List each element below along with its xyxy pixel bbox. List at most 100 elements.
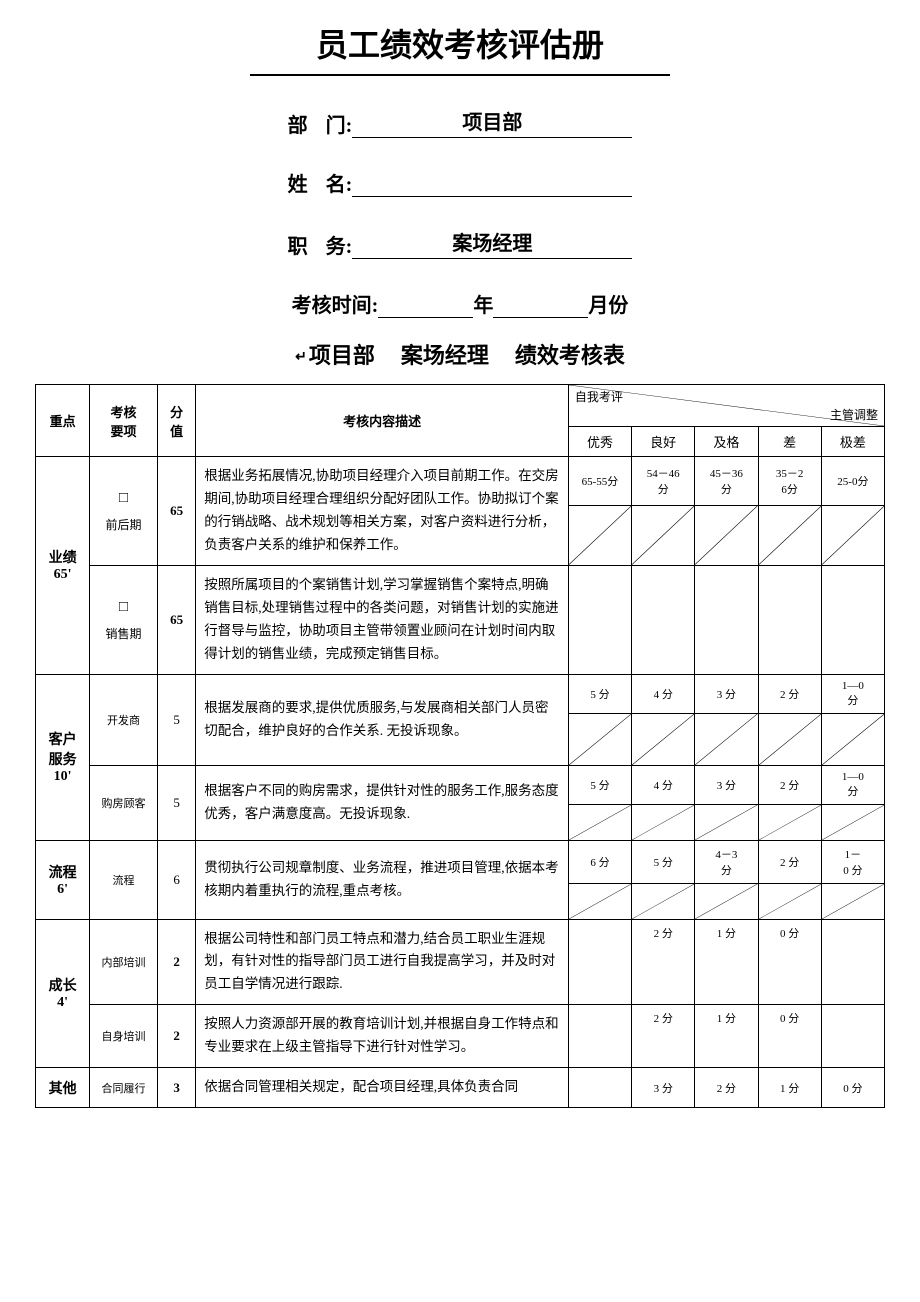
sp-1-0-2[interactable] bbox=[695, 713, 758, 765]
score-2-0: 6 bbox=[157, 840, 195, 919]
g-2-0-2: 4－3 分 bbox=[695, 840, 758, 883]
item-1-1: 购房顾客 bbox=[90, 765, 158, 840]
sp-2-0-4[interactable] bbox=[821, 883, 884, 919]
focus-2: 流程 6' bbox=[36, 840, 90, 919]
g-4-0-2: 2 分 bbox=[695, 1068, 758, 1108]
g-2-0-0: 6 分 bbox=[568, 840, 631, 883]
position-label-1: 职 bbox=[288, 230, 326, 259]
g-0-1-4[interactable] bbox=[821, 565, 884, 674]
item-1-0: 开发商 bbox=[90, 674, 158, 765]
time-label: 考核时间: bbox=[292, 289, 379, 318]
focus-1: 客户 服务 10' bbox=[36, 674, 90, 840]
sp-1-0-1[interactable] bbox=[632, 713, 695, 765]
g-3-1-0[interactable] bbox=[568, 1005, 631, 1068]
sp-0-0-4[interactable] bbox=[821, 506, 884, 566]
hdr-focus: 重点 bbox=[36, 385, 90, 457]
dept-value[interactable]: 项目部 bbox=[352, 106, 632, 138]
desc-0-0: 根据业务拓展情况,协助项目经理介入项目前期工作。在交房期间,协助项目经理合理组织… bbox=[196, 457, 569, 566]
g-4-0-0[interactable] bbox=[568, 1068, 631, 1108]
sp-1-0-4[interactable] bbox=[821, 713, 884, 765]
g-0-0-1: 54－46 分 bbox=[632, 457, 695, 506]
item-0-1: □ 销售期 bbox=[90, 565, 158, 674]
sp-1-1-2[interactable] bbox=[695, 804, 758, 840]
sp-2-0-0[interactable] bbox=[568, 883, 631, 919]
g-3-0-4[interactable] bbox=[821, 919, 884, 1005]
g-1-1-3: 2 分 bbox=[758, 765, 821, 804]
check-0-1[interactable]: □ bbox=[96, 594, 151, 621]
sp-1-1-4[interactable] bbox=[821, 804, 884, 840]
year-unit: 年 bbox=[473, 289, 493, 318]
subtitle-p2: 案场经理 bbox=[401, 343, 489, 368]
g-1-1-2: 3 分 bbox=[695, 765, 758, 804]
sp-1-1-0[interactable] bbox=[568, 804, 631, 840]
sp-0-0-0[interactable] bbox=[568, 506, 631, 566]
sp-0-0-3[interactable] bbox=[758, 506, 821, 566]
dept-label-1: 部 bbox=[288, 109, 326, 138]
g-2-0-3: 2 分 bbox=[758, 840, 821, 883]
g-3-1-2: 1 分 bbox=[695, 1005, 758, 1068]
item-3-0: 内部培训 bbox=[90, 919, 158, 1005]
score-4-0: 3 bbox=[157, 1068, 195, 1108]
g-3-0-0[interactable] bbox=[568, 919, 631, 1005]
evaluation-table: 重点 考核 要项 分 值 考核内容描述 自我考评 主管调整 优秀 良好 及格 差… bbox=[35, 384, 885, 1108]
g-3-1-3: 0 分 bbox=[758, 1005, 821, 1068]
g-4-0-1: 3 分 bbox=[632, 1068, 695, 1108]
item-2-0: 流程 bbox=[90, 840, 158, 919]
position-value[interactable]: 案场经理 bbox=[352, 227, 632, 259]
sp-1-0-3[interactable] bbox=[758, 713, 821, 765]
sp-1-1-3[interactable] bbox=[758, 804, 821, 840]
hdr-score: 分 值 bbox=[157, 385, 195, 457]
name-label-2: 名: bbox=[326, 168, 353, 197]
sp-0-0-1[interactable] bbox=[632, 506, 695, 566]
score-3-0: 2 bbox=[157, 919, 195, 1005]
sp-1-1-1[interactable] bbox=[632, 804, 695, 840]
focus-4: 其他 bbox=[36, 1068, 90, 1108]
check-0-0[interactable]: □ bbox=[96, 485, 151, 512]
sp-1-0-0[interactable] bbox=[568, 713, 631, 765]
g-3-0-2: 1 分 bbox=[695, 919, 758, 1005]
g-4-0-4: 0 分 bbox=[821, 1068, 884, 1108]
g-3-1-4[interactable] bbox=[821, 1005, 884, 1068]
score-1-0: 5 bbox=[157, 674, 195, 765]
g-0-0-2: 45－36 分 bbox=[695, 457, 758, 506]
sp-0-0-2[interactable] bbox=[695, 506, 758, 566]
position-label-2: 务: bbox=[326, 230, 353, 259]
hdr-supervisor: 主管调整 bbox=[830, 406, 878, 423]
g-3-1-1: 2 分 bbox=[632, 1005, 695, 1068]
year-value[interactable] bbox=[378, 315, 473, 318]
item-4-0: 合同履行 bbox=[90, 1068, 158, 1108]
hdr-item: 考核 要项 bbox=[90, 385, 158, 457]
item-label-0-1: 销售期 bbox=[106, 627, 142, 641]
g-2-0-1: 5 分 bbox=[632, 840, 695, 883]
g-2-0-4: 1－ 0 分 bbox=[821, 840, 884, 883]
name-value[interactable] bbox=[352, 194, 632, 197]
score-1-1: 5 bbox=[157, 765, 195, 840]
g-3-0-1: 2 分 bbox=[632, 919, 695, 1005]
item-label-0-0: 前后期 bbox=[106, 518, 142, 532]
g-4-0-3: 1 分 bbox=[758, 1068, 821, 1108]
g-3-0-3: 0 分 bbox=[758, 919, 821, 1005]
time-row: 考核时间: 年 月份 bbox=[35, 289, 885, 318]
sp-2-0-2[interactable] bbox=[695, 883, 758, 919]
g-0-1-3[interactable] bbox=[758, 565, 821, 674]
g-0-1-1[interactable] bbox=[632, 565, 695, 674]
position-row: 职 务: 案场经理 bbox=[35, 227, 885, 259]
dept-label-2: 门: bbox=[326, 109, 353, 138]
month-unit: 月份 bbox=[588, 289, 628, 318]
break-icon: ↵ bbox=[295, 349, 307, 366]
g-1-1-1: 4 分 bbox=[632, 765, 695, 804]
name-label-1: 姓 bbox=[288, 168, 326, 197]
month-value[interactable] bbox=[493, 315, 588, 318]
g-0-0-0: 65-55分 bbox=[568, 457, 631, 506]
hdr-grade-1: 良好 bbox=[632, 427, 695, 457]
g-0-1-0[interactable] bbox=[568, 565, 631, 674]
hdr-grade-2: 及格 bbox=[695, 427, 758, 457]
g-0-1-2[interactable] bbox=[695, 565, 758, 674]
g-1-1-4: 1—0 分 bbox=[821, 765, 884, 804]
hdr-diag: 自我考评 主管调整 bbox=[568, 385, 884, 427]
sp-2-0-1[interactable] bbox=[632, 883, 695, 919]
doc-title: 员工绩效考核评估册 bbox=[35, 20, 885, 66]
sp-2-0-3[interactable] bbox=[758, 883, 821, 919]
item-0-0: □ 前后期 bbox=[90, 457, 158, 566]
desc-1-0: 根据发展商的要求,提供优质服务,与发展商相关部门人员密切配合，维护良好的合作关系… bbox=[196, 674, 569, 765]
